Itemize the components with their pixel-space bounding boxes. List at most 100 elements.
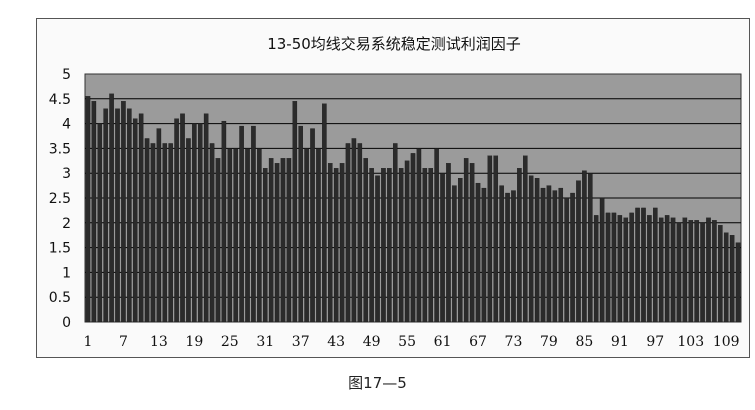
figure-caption: 图17—5 <box>348 374 407 392</box>
bar-102 <box>682 217 688 323</box>
bar-63 <box>452 185 457 323</box>
bar-91 <box>617 215 623 323</box>
bar-22 <box>209 143 215 323</box>
bar-90 <box>611 212 617 323</box>
bar-77 <box>534 178 540 323</box>
bar-11 <box>144 138 150 323</box>
x-tick-label: 25 <box>221 334 239 350</box>
bar-92 <box>623 217 629 323</box>
bar-21 <box>203 113 209 323</box>
bar-49 <box>369 168 374 323</box>
bar-35 <box>286 158 292 323</box>
bar-1 <box>85 96 91 323</box>
bar-111 <box>735 242 741 323</box>
bar-2 <box>91 101 97 323</box>
bar-41 <box>322 103 327 323</box>
bar-52 <box>387 168 392 323</box>
bar-53 <box>392 143 398 323</box>
bar-23 <box>215 158 221 323</box>
bar-44 <box>339 163 345 323</box>
bar-86 <box>588 173 593 323</box>
y-tick-label: 5 <box>62 67 71 83</box>
chart-frame: 13-50均线交易系统稳定测试利润因子 0 0.5 1 1.5 2 2.5 3 3.5 4 4.5… <box>36 18 750 358</box>
bar-7 <box>121 101 126 323</box>
y-tick-label: 0 <box>62 315 71 331</box>
bar-85 <box>582 170 587 323</box>
y-tick-label: 0.5 <box>49 290 71 306</box>
bar-98 <box>658 217 664 323</box>
x-tick-label: 1 <box>83 334 92 350</box>
x-tick-label: 13 <box>150 334 168 350</box>
bar-108 <box>718 225 723 323</box>
bar-28 <box>245 148 250 323</box>
bar-13 <box>156 128 162 323</box>
x-tick-label: 31 <box>256 334 274 350</box>
x-tick-label: 67 <box>469 334 487 350</box>
bar-55 <box>404 160 410 323</box>
bar-74 <box>517 168 522 323</box>
x-tick-label: 73 <box>505 334 523 350</box>
bar-84 <box>576 180 581 323</box>
bar-97 <box>653 207 658 323</box>
bar-69 <box>487 155 493 323</box>
y-tick-label: 1.5 <box>49 241 71 257</box>
bar-20 <box>197 123 203 323</box>
bar-19 <box>192 123 197 323</box>
x-tick-label: 85 <box>575 334 593 350</box>
bar-81 <box>558 187 564 323</box>
bar-51 <box>381 168 386 323</box>
y-tick-label: 1 <box>62 265 71 281</box>
bar-10 <box>138 113 144 323</box>
bar-96 <box>647 215 652 323</box>
bar-80 <box>552 190 558 323</box>
y-tick-label: 4.5 <box>49 92 71 108</box>
bar-71 <box>499 185 504 323</box>
bar-30 <box>257 148 262 323</box>
bar-70 <box>493 155 499 323</box>
bar-9 <box>132 118 138 323</box>
bar-101 <box>676 222 682 323</box>
bar-50 <box>375 175 380 323</box>
bar-42 <box>327 163 333 323</box>
bar-40 <box>316 148 321 323</box>
bar-89 <box>605 212 611 323</box>
bar-25 <box>227 148 233 323</box>
bar-100 <box>670 217 676 323</box>
bar-32 <box>268 158 274 323</box>
x-tick-label: 91 <box>611 334 629 350</box>
bar-16 <box>174 118 179 323</box>
bar-54 <box>398 168 404 323</box>
bar-62 <box>446 163 451 323</box>
x-tick-label: 7 <box>119 334 128 350</box>
bar-4 <box>103 108 108 323</box>
y-tick-label: 4 <box>62 117 71 133</box>
bar-46 <box>351 138 357 323</box>
bar-15 <box>168 143 173 323</box>
bar-5 <box>109 93 114 323</box>
bar-95 <box>641 207 646 323</box>
x-tick-label: 37 <box>292 334 310 350</box>
bar-61 <box>440 173 445 323</box>
bar-48 <box>363 158 368 323</box>
chart-svg: 13-50均线交易系统稳定测试利润因子 0 0.5 1 1.5 2 2.5 3 3.5 4 4.5… <box>49 35 742 350</box>
bar-104 <box>694 220 699 323</box>
bar-58 <box>422 168 428 323</box>
bar-109 <box>723 232 729 323</box>
bar-18 <box>186 138 191 323</box>
bar-3 <box>97 123 103 323</box>
bar-60 <box>434 148 439 323</box>
bar-76 <box>528 175 534 323</box>
bar-103 <box>688 220 694 323</box>
y-tick-label: 2.5 <box>49 191 71 207</box>
bar-72 <box>505 192 510 323</box>
bar-33 <box>274 163 280 323</box>
chart-title: 13-50均线交易系统稳定测试利润因子 <box>267 35 521 53</box>
bar-43 <box>333 168 339 323</box>
x-tick-label: 103 <box>677 334 704 350</box>
bar-45 <box>345 143 351 323</box>
x-tick-label: 55 <box>398 334 416 350</box>
bar-34 <box>280 158 286 323</box>
bar-105 <box>700 222 705 323</box>
bar-36 <box>292 101 298 323</box>
bar-31 <box>262 168 268 323</box>
